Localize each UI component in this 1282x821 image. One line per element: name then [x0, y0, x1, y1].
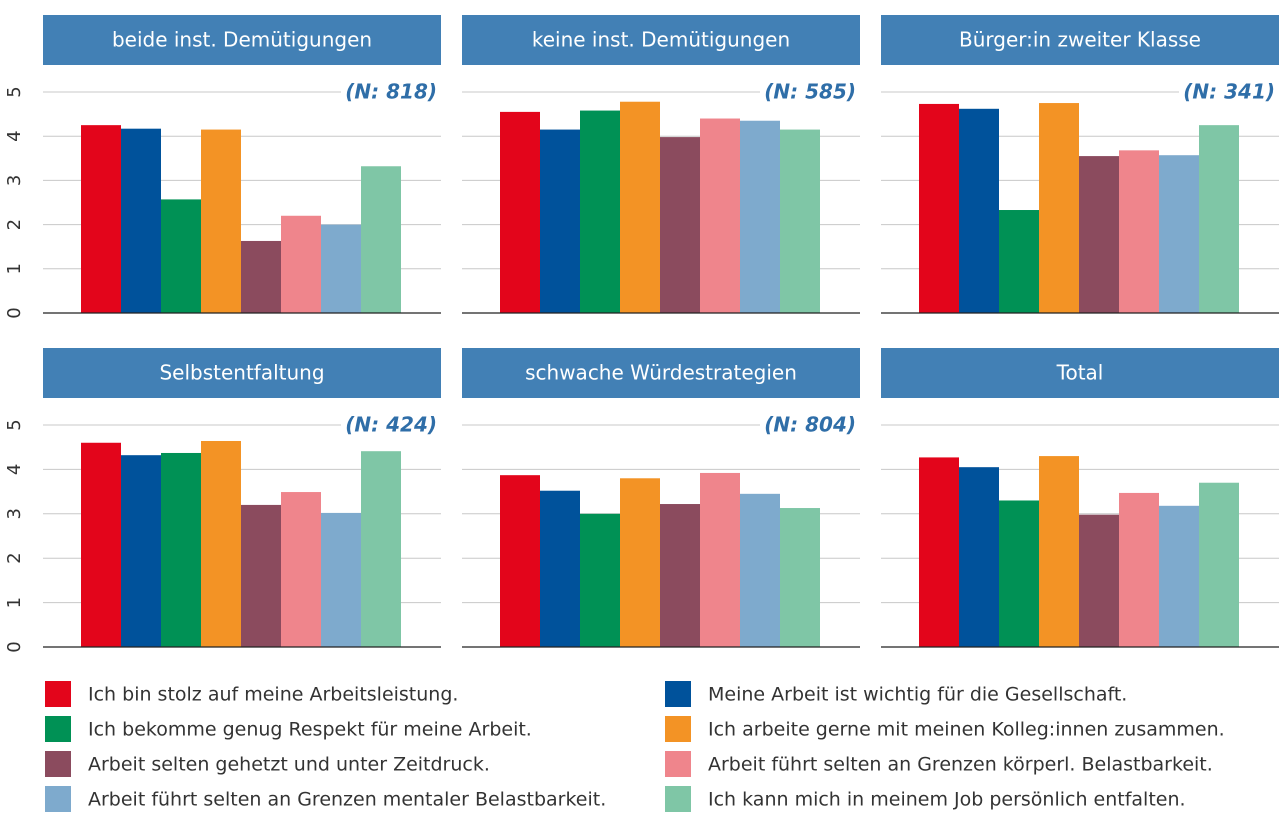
bar	[1159, 155, 1199, 313]
bar	[740, 493, 780, 647]
bar	[241, 240, 281, 313]
bar	[81, 442, 121, 647]
bar	[201, 129, 241, 313]
legend-label: Ich bin stolz auf meine Arbeitsleistung.	[88, 684, 458, 706]
annotation: (N: 818)	[345, 80, 437, 104]
bar	[321, 224, 361, 313]
bar	[121, 455, 161, 647]
panel-title: beide inst. Demütigungen	[112, 28, 372, 52]
annotation-bg	[341, 80, 441, 104]
y-tick-label: 2	[4, 552, 25, 563]
bar	[321, 512, 361, 647]
bar	[540, 129, 580, 313]
legend-label: Ich kann mich in meinem Job persönlich e…	[708, 789, 1186, 811]
bar	[161, 452, 201, 647]
y-tick-label: 4	[4, 464, 25, 475]
panel-title: Selbstentfaltung	[159, 361, 324, 385]
bar	[999, 500, 1039, 647]
legend-label: Meine Arbeit ist wichtig für die Gesells…	[708, 684, 1127, 706]
legend-swatch	[665, 786, 691, 812]
bar	[959, 108, 999, 314]
legend-swatch	[665, 681, 691, 707]
bar	[121, 128, 161, 313]
panel-header	[462, 15, 860, 65]
legend-label: Ich bekomme genug Respekt für meine Arbe…	[88, 719, 532, 741]
bar	[1039, 456, 1079, 647]
bar	[580, 110, 620, 314]
legend-swatch	[45, 716, 71, 742]
bar	[919, 103, 959, 314]
panel-header	[43, 15, 441, 65]
y-tick-label: 3	[4, 508, 25, 519]
legend-swatch	[45, 751, 71, 777]
bar	[620, 101, 660, 313]
bar	[1039, 103, 1079, 313]
y-tick-label: 4	[4, 130, 25, 141]
y-tick-label: 5	[4, 419, 25, 430]
panel-title: Bürger:in zweiter Klasse	[959, 28, 1201, 52]
bar	[500, 475, 540, 647]
bar	[959, 467, 999, 647]
bar	[780, 129, 820, 313]
legend-swatch	[45, 681, 71, 707]
y-tick-label: 1	[4, 597, 25, 608]
bar	[919, 457, 959, 647]
annotation-bg	[341, 413, 441, 437]
panel-title: Total	[1056, 361, 1104, 385]
bar	[361, 166, 401, 313]
bar	[780, 508, 820, 647]
annotation-bg	[760, 413, 860, 437]
bar	[1119, 150, 1159, 313]
annotation: (N: 804)	[764, 413, 856, 437]
bar	[999, 210, 1039, 313]
panel-header	[881, 15, 1279, 65]
panel-header	[462, 348, 860, 398]
legend-label: Arbeit führt selten an Grenzen mentaler …	[88, 789, 606, 811]
bar	[620, 478, 660, 647]
annotation-bg	[1179, 80, 1279, 104]
y-tick-label: 5	[4, 86, 25, 97]
panel-title: keine inst. Demütigungen	[532, 28, 790, 52]
bar	[660, 137, 700, 313]
bar	[1119, 492, 1159, 647]
annotation: (N: 585)	[764, 80, 856, 104]
legend-swatch	[665, 716, 691, 742]
y-tick-label: 0	[4, 307, 25, 318]
bar	[281, 215, 321, 313]
bar	[1159, 505, 1199, 647]
bar	[1079, 514, 1119, 647]
annotation: (N: 341)	[1183, 80, 1275, 104]
y-tick-label: 1	[4, 263, 25, 274]
bar	[500, 111, 540, 313]
bar	[1199, 482, 1239, 647]
bar	[580, 513, 620, 647]
y-tick-label: 0	[4, 641, 25, 652]
bar	[1199, 125, 1239, 314]
annotation-bg	[760, 80, 860, 104]
annotation: (N: 424)	[345, 413, 437, 437]
bar	[660, 504, 700, 647]
bar	[700, 472, 740, 647]
y-tick-label: 3	[4, 175, 25, 186]
bar	[281, 492, 321, 647]
panel-title: schwache Würdestrategien	[525, 361, 797, 385]
bar	[1079, 156, 1119, 313]
bar	[740, 120, 780, 313]
legend-label: Arbeit selten gehetzt und unter Zeitdruc…	[88, 754, 490, 776]
y-tick-label: 2	[4, 219, 25, 230]
bar	[540, 490, 580, 647]
legend-label: Arbeit führt selten an Grenzen körperl. …	[708, 754, 1213, 776]
panel-header	[43, 348, 441, 398]
bar	[361, 451, 401, 647]
legend-label: Ich arbeite gerne mit meinen Kolleg:inne…	[708, 719, 1225, 741]
bar	[81, 125, 121, 314]
bar	[201, 440, 241, 647]
bar	[241, 504, 281, 647]
panel-header	[881, 348, 1279, 398]
legend-swatch	[665, 751, 691, 777]
bar	[161, 199, 201, 313]
bar	[700, 118, 740, 314]
legend-swatch	[45, 786, 71, 812]
